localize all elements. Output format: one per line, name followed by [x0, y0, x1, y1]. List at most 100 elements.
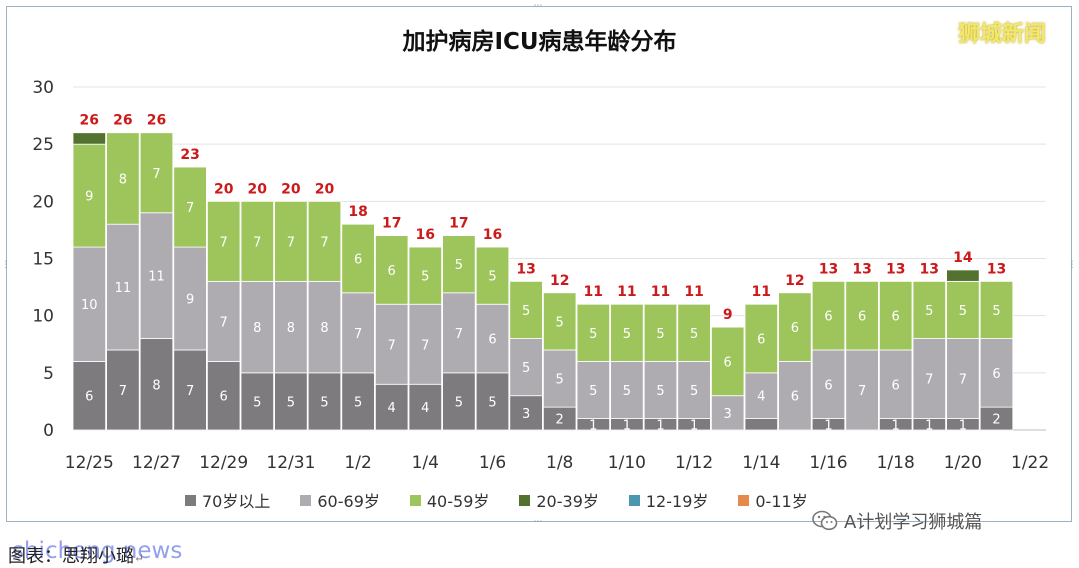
y-tick-label: 20 — [32, 192, 54, 212]
resize-handle-left[interactable]: ⋮ — [1, 260, 11, 270]
segment-data-label: 6 — [354, 253, 362, 268]
legend-swatch — [738, 494, 750, 506]
bar-segment — [509, 280, 543, 339]
bar-segment — [811, 280, 846, 351]
total-data-label: 16 — [416, 227, 435, 243]
bar-segment — [744, 372, 778, 419]
total-data-label: 13 — [819, 261, 838, 277]
legend-label: 12-19岁 — [645, 492, 709, 511]
segment-data-label: 1 — [690, 418, 698, 433]
bar-segment — [912, 280, 946, 339]
caption-text: 图表：思翔小璐 — [8, 546, 134, 567]
bar-segment — [307, 200, 342, 282]
x-tick-label: 1/10 — [608, 453, 646, 473]
segment-data-label: 5 — [253, 395, 261, 410]
bar-segment — [946, 280, 980, 339]
segment-data-label: 7 — [320, 235, 328, 250]
x-tick-label: 1/22 — [1011, 453, 1049, 473]
bar-segment — [543, 349, 577, 408]
legend-swatch — [409, 494, 421, 506]
legend-swatch — [300, 494, 312, 506]
bar-segment — [274, 200, 308, 282]
bar-segment — [677, 360, 711, 419]
total-data-label: 26 — [113, 113, 132, 129]
legend-label: 40-59岁 — [426, 492, 490, 511]
legend-item: 70岁以上 — [185, 488, 270, 512]
bar-segment — [778, 292, 812, 362]
y-tick-label: 25 — [32, 135, 54, 155]
segment-data-label: 5 — [522, 361, 530, 376]
total-data-label: 16 — [483, 227, 502, 243]
segment-data-label: 6 — [488, 333, 496, 348]
bar-segment — [912, 338, 946, 419]
legend-swatch — [185, 494, 196, 506]
x-tick-label: 1/18 — [877, 453, 915, 473]
y-tick-label: 15 — [32, 250, 54, 270]
resize-handle-top[interactable]: ⋯ — [533, 1, 543, 11]
x-tick-label: 12/31 — [266, 453, 315, 473]
segment-data-label: 5 — [690, 327, 698, 342]
bar-segment — [845, 349, 879, 431]
resize-handle-bottom[interactable]: ⋯ — [533, 517, 543, 527]
legend-item: 60-69岁 — [300, 488, 380, 512]
segment-data-label: 5 — [589, 327, 597, 342]
segment-data-label: 7 — [858, 384, 866, 399]
segment-data-label: 7 — [119, 384, 127, 399]
total-data-label: 20 — [248, 181, 268, 197]
x-tick-label: 1/16 — [809, 453, 847, 473]
bar-segment — [979, 338, 1014, 408]
bar-segment — [206, 200, 241, 282]
segment-data-label: 5 — [287, 395, 295, 410]
total-data-label: 11 — [684, 284, 703, 300]
total-data-label: 20 — [315, 181, 335, 197]
segment-data-label: 1 — [925, 418, 933, 433]
bar-segment — [610, 303, 644, 362]
x-tick-label: 1/2 — [344, 453, 371, 473]
segment-data-label: 9 — [186, 293, 194, 308]
total-data-label: 26 — [147, 113, 166, 129]
bar-segment — [879, 280, 913, 351]
bar-segment — [408, 246, 442, 305]
segment-data-label: 6 — [724, 355, 732, 370]
bar-segment — [677, 303, 711, 362]
total-data-label: 26 — [80, 113, 99, 129]
segment-data-label: 5 — [488, 270, 496, 285]
segment-data-label: 5 — [925, 304, 933, 319]
segment-data-label: 5 — [522, 304, 530, 319]
segment-data-label: 1 — [656, 418, 664, 433]
total-data-label: 13 — [516, 261, 535, 277]
bar-segment — [106, 132, 140, 225]
segment-data-label: 5 — [656, 384, 664, 399]
bar-segment — [711, 395, 745, 431]
total-data-label: 11 — [617, 284, 636, 300]
segment-data-label: 7 — [455, 327, 463, 342]
bar-segment — [475, 303, 510, 374]
bar-segment — [778, 360, 812, 431]
y-tick-label: 0 — [43, 421, 54, 441]
total-data-label: 20 — [214, 181, 234, 197]
bar-segment — [576, 303, 610, 362]
total-data-label: 11 — [651, 284, 670, 300]
bar-segment — [442, 372, 476, 431]
resize-handle-right[interactable]: ⋮ — [1067, 260, 1077, 270]
x-tick-label: 1/12 — [675, 453, 713, 473]
segment-data-label: 5 — [623, 327, 631, 342]
segment-data-label: 7 — [925, 373, 933, 388]
y-tick-label: 30 — [32, 78, 54, 98]
segment-data-label: 7 — [220, 235, 228, 250]
x-tick-label: 1/20 — [944, 453, 982, 473]
bar-segment — [173, 166, 207, 248]
segment-data-label: 11 — [115, 281, 132, 296]
segment-data-label: 6 — [388, 264, 396, 279]
total-data-label: 12 — [550, 273, 569, 289]
bar-segment — [240, 200, 274, 282]
chart-title: 加护病房ICU病患年龄分布 — [402, 29, 677, 55]
bar-segment — [643, 303, 678, 362]
bar-segment — [341, 223, 375, 294]
total-data-label: 13 — [886, 261, 905, 277]
bar-segment — [307, 280, 342, 374]
segment-data-label: 2 — [556, 413, 564, 428]
segment-data-label: 5 — [992, 304, 1000, 319]
x-tick-label: 12/25 — [65, 453, 114, 473]
legend-swatch — [628, 494, 640, 506]
